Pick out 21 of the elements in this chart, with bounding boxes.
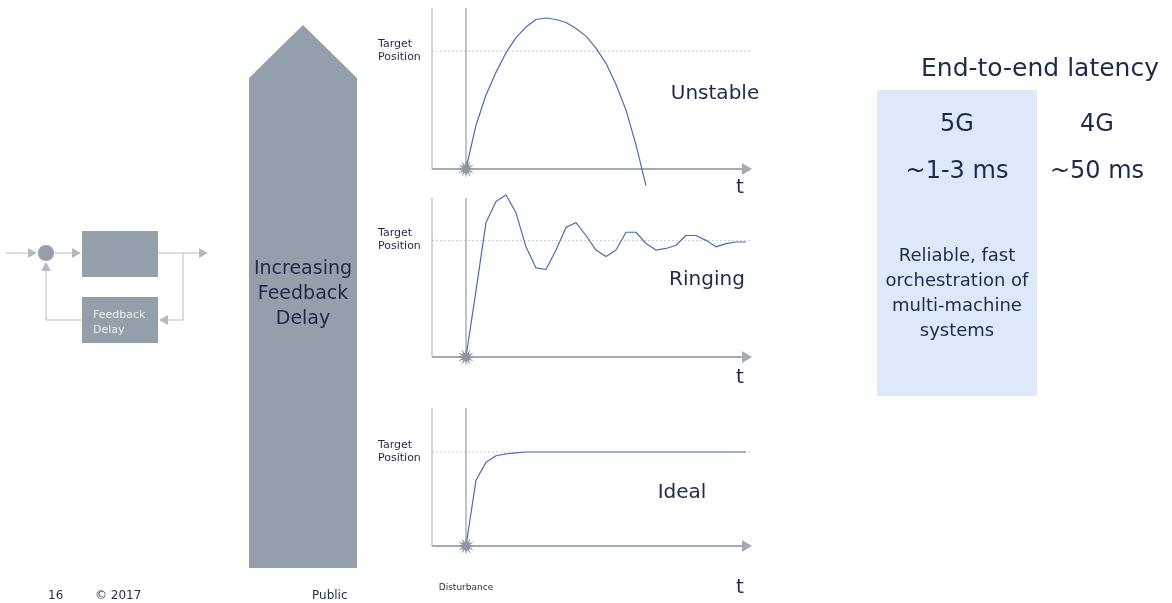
- text: End-to-end latency: [921, 53, 1160, 82]
- text: © 2017: [95, 588, 142, 602]
- x-axis-title: t: [736, 174, 745, 198]
- ref-line-label: Target Position: [377, 37, 421, 64]
- ref-line-label: Target Position: [377, 438, 421, 464]
- annotation: Unstable: [670, 80, 760, 104]
- x-axis-title: t: [736, 574, 745, 598]
- text: 5G: [940, 109, 974, 137]
- ref-line-label: Target Position: [377, 226, 421, 253]
- annotation: Ideal: [657, 479, 707, 503]
- text: 4G: [1080, 109, 1114, 137]
- annotation: Ringing: [669, 266, 745, 290]
- text: Reliable, fast orchestration of multi-machine systems: [885, 244, 1030, 340]
- x-axis-title: t: [736, 364, 745, 388]
- text: ~50 ms: [1049, 156, 1145, 184]
- text: ~1-3 ms: [905, 156, 1009, 184]
- text: 16: [48, 588, 64, 602]
- text: Increasing Feedback Delay: [253, 256, 353, 328]
- text: Feedback Delay: [93, 308, 147, 336]
- text: Disturbance: [438, 582, 494, 592]
- text: Public: [312, 588, 348, 602]
